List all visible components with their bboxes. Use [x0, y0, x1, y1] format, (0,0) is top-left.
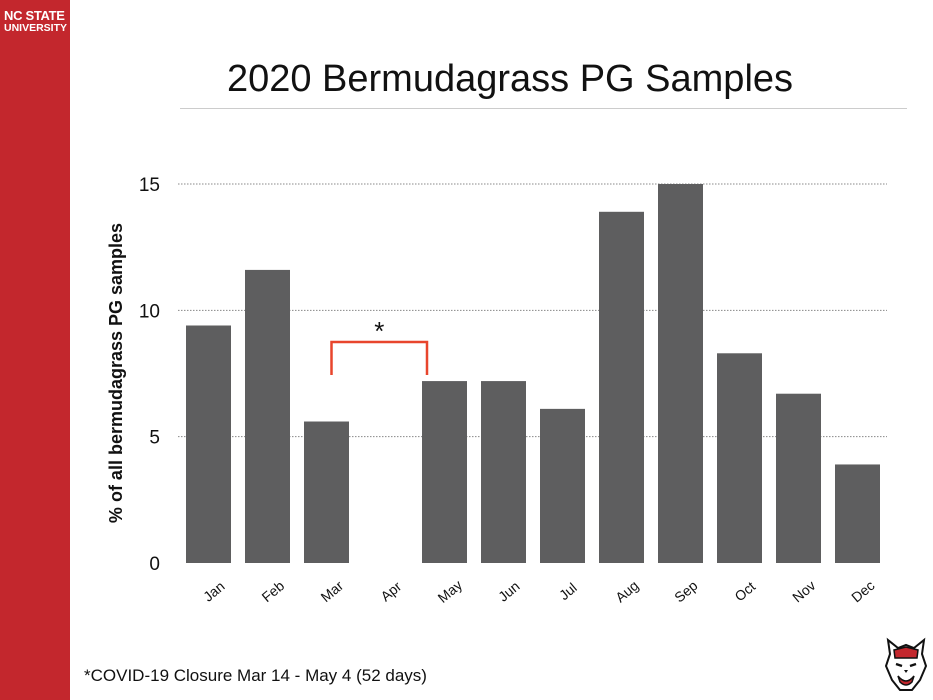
chart-title: 2020 Bermudagrass PG Samples [226, 58, 794, 100]
bar-mar [304, 421, 349, 563]
bar-may [422, 381, 467, 563]
x-tick-label: Oct [731, 578, 758, 604]
x-tick-label: Feb [258, 577, 287, 605]
bar-nov [776, 393, 821, 563]
x-tick-label: May [435, 577, 466, 606]
x-tick-label: Apr [377, 578, 404, 604]
y-tick-label: 10 [139, 301, 160, 322]
significance-marker: * [374, 316, 384, 346]
wolf-head-icon [884, 637, 928, 691]
bar-aug [599, 211, 644, 563]
brand-line1: NC STATE [4, 8, 65, 23]
bar-chart: 0 5 10 15 Jan Feb Mar Apr May Jun Jul Aug Sep Oct Nov D… [106, 175, 887, 606]
nc-state-logo: NC STATE UNIVERSITY [4, 8, 68, 34]
x-tick-label: Sep [671, 577, 701, 605]
bar-dec [835, 464, 880, 563]
bar-jan [186, 325, 231, 563]
x-tick-label: Aug [612, 577, 641, 605]
sidebar-band: NC STATE UNIVERSITY [0, 0, 70, 700]
title-divider [180, 108, 907, 109]
x-tick-label: Jul [556, 579, 580, 603]
y-axis-label: % of all bermudagrass PG samples [106, 223, 126, 523]
bar-jun [481, 381, 526, 563]
x-tick-label: Jan [200, 578, 228, 605]
bar-feb [245, 269, 290, 563]
y-tick-label: 5 [149, 428, 160, 449]
x-tick-label: Mar [317, 577, 346, 605]
y-tick-label: 0 [149, 554, 160, 575]
significance-bracket [330, 340, 429, 375]
bar-jul [540, 408, 585, 563]
x-tick-label: Nov [789, 577, 818, 605]
bar-sep [658, 184, 703, 563]
x-tick-label: Jun [495, 578, 523, 605]
footnote: *COVID-19 Closure Mar 14 - May 4 (52 day… [84, 666, 427, 685]
x-tick-label: Dec [848, 577, 877, 605]
brand-line2: UNIVERSITY [4, 22, 68, 34]
bar-oct [717, 353, 762, 563]
y-tick-label: 15 [139, 175, 160, 196]
